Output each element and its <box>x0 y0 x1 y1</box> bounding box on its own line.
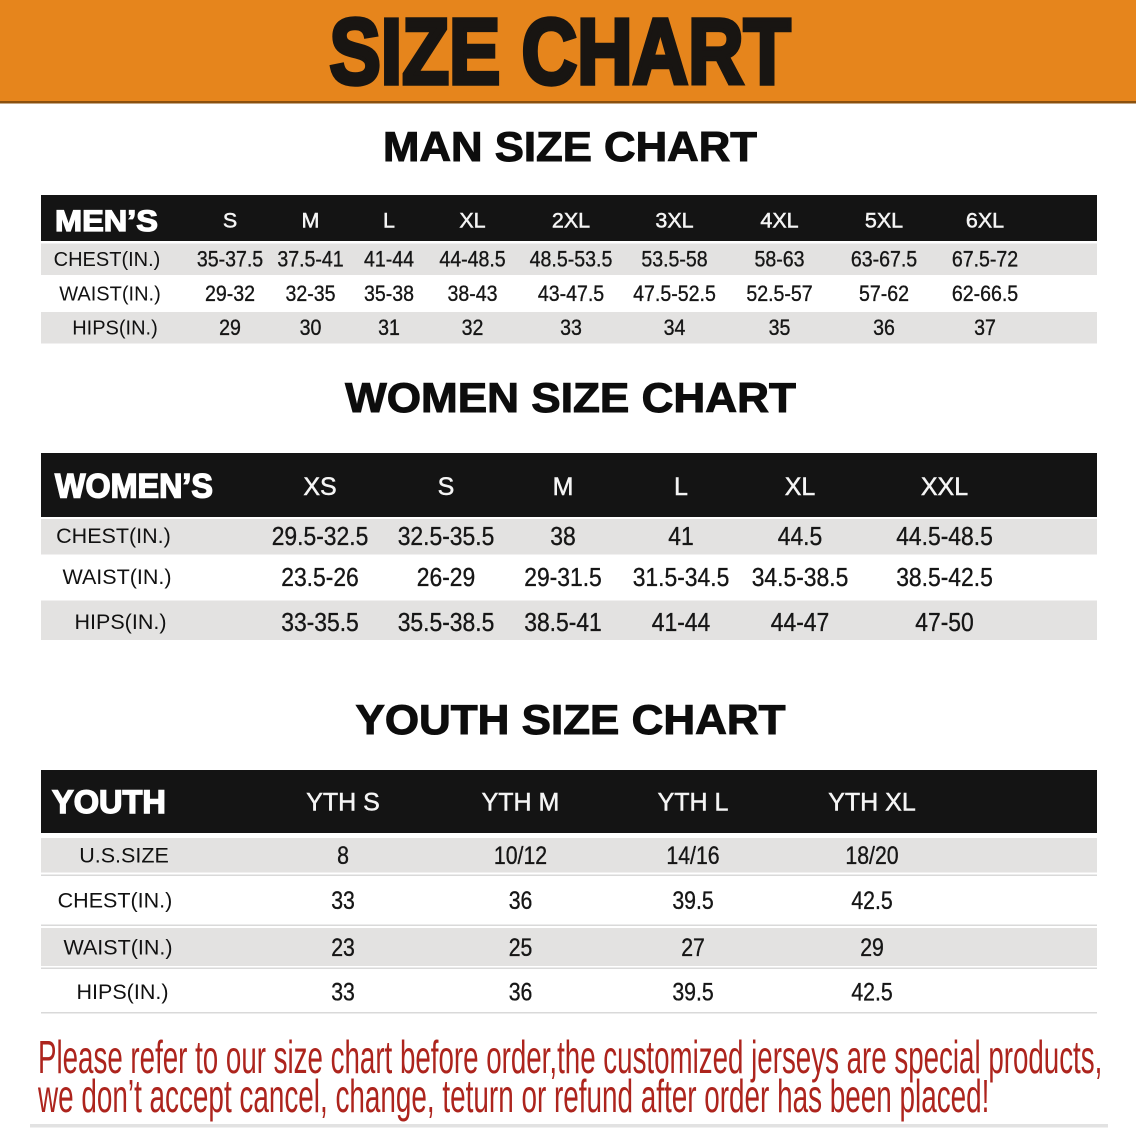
svg-text:42.5: 42.5 <box>851 886 892 914</box>
svg-text:48.5-53.5: 48.5-53.5 <box>530 247 613 271</box>
svg-text:WAIST(IN.): WAIST(IN.) <box>62 565 171 589</box>
svg-text:63-67.5: 63-67.5 <box>851 247 917 271</box>
svg-text:18/20: 18/20 <box>845 841 898 869</box>
svg-text:S: S <box>438 473 455 501</box>
svg-text:3XL: 3XL <box>655 209 693 233</box>
svg-text:33: 33 <box>331 978 355 1006</box>
svg-text:CHEST(IN.): CHEST(IN.) <box>56 524 171 548</box>
svg-text:HIPS(IN.): HIPS(IN.) <box>72 318 158 340</box>
svg-text:23.5-26: 23.5-26 <box>281 564 359 593</box>
svg-text:25: 25 <box>509 933 533 961</box>
svg-text:HIPS(IN.): HIPS(IN.) <box>75 610 167 634</box>
svg-text:29-31.5: 29-31.5 <box>524 564 602 593</box>
svg-text:37.5-41: 37.5-41 <box>277 247 343 271</box>
svg-text:YTH S: YTH S <box>306 789 380 817</box>
svg-text:33-35.5: 33-35.5 <box>281 609 359 638</box>
svg-text:HIPS(IN.): HIPS(IN.) <box>77 980 169 1004</box>
svg-text:6XL: 6XL <box>966 209 1004 233</box>
svg-text:32-35: 32-35 <box>285 282 335 306</box>
svg-text:38: 38 <box>550 523 575 552</box>
svg-text:62-66.5: 62-66.5 <box>952 282 1018 306</box>
svg-text:2XL: 2XL <box>552 209 590 233</box>
svg-text:32.5-35.5: 32.5-35.5 <box>398 523 495 552</box>
svg-text:SIZE CHART: SIZE CHART <box>329 1 790 105</box>
svg-text:we don’t accept cancel, change: we don’t accept cancel, change, teturn o… <box>37 1072 989 1123</box>
svg-text:29.5-32.5: 29.5-32.5 <box>272 523 369 552</box>
svg-text:36: 36 <box>509 886 533 914</box>
svg-text:29: 29 <box>219 316 241 340</box>
svg-text:M: M <box>302 209 320 233</box>
svg-text:38-43: 38-43 <box>447 282 497 306</box>
svg-text:34.5-38.5: 34.5-38.5 <box>752 564 849 593</box>
svg-text:52.5-57: 52.5-57 <box>746 282 812 306</box>
svg-text:29: 29 <box>860 933 884 961</box>
svg-text:MEN’S: MEN’S <box>55 204 158 238</box>
svg-text:31.5-34.5: 31.5-34.5 <box>633 564 730 593</box>
svg-text:58-63: 58-63 <box>754 247 804 271</box>
svg-text:36: 36 <box>873 316 895 340</box>
svg-text:35: 35 <box>769 316 791 340</box>
svg-text:YOUTH: YOUTH <box>52 784 166 820</box>
svg-text:27: 27 <box>681 933 705 961</box>
svg-text:31: 31 <box>378 316 400 340</box>
svg-text:30: 30 <box>300 316 322 340</box>
svg-text:47.5-52.5: 47.5-52.5 <box>633 282 716 306</box>
svg-text:57-62: 57-62 <box>859 282 909 306</box>
svg-text:41-44: 41-44 <box>364 247 414 271</box>
svg-text:14/16: 14/16 <box>666 841 719 869</box>
svg-text:U.S.SIZE: U.S.SIZE <box>79 844 169 868</box>
svg-text:44.5: 44.5 <box>778 523 822 552</box>
svg-text:26-29: 26-29 <box>417 564 475 593</box>
svg-text:WAIST(IN.): WAIST(IN.) <box>59 283 160 305</box>
svg-text:38.5-42.5: 38.5-42.5 <box>896 564 993 593</box>
svg-text:33: 33 <box>560 316 582 340</box>
svg-text:WAIST(IN.): WAIST(IN.) <box>63 936 172 960</box>
svg-text:YTH L: YTH L <box>658 789 729 817</box>
svg-text:Please refer to our size chart: Please refer to our size chart before or… <box>38 1033 1102 1084</box>
svg-text:23: 23 <box>331 933 355 961</box>
svg-text:44-47: 44-47 <box>771 609 829 638</box>
svg-text:44.5-48.5: 44.5-48.5 <box>896 523 993 552</box>
svg-text:35-38: 35-38 <box>364 282 414 306</box>
svg-text:MAN SIZE CHART: MAN SIZE CHART <box>383 124 757 171</box>
svg-text:5XL: 5XL <box>865 209 903 233</box>
svg-text:41-44: 41-44 <box>652 609 710 638</box>
svg-text:8: 8 <box>337 841 349 869</box>
svg-text:S: S <box>223 209 237 233</box>
svg-text:XL: XL <box>785 473 816 501</box>
svg-text:67.5-72: 67.5-72 <box>952 247 1018 271</box>
svg-text:39.5: 39.5 <box>672 886 713 914</box>
svg-text:YTH XL: YTH XL <box>828 789 916 817</box>
svg-text:YTH M: YTH M <box>482 789 560 817</box>
svg-text:4XL: 4XL <box>760 209 798 233</box>
svg-text:CHEST(IN.): CHEST(IN.) <box>58 889 173 913</box>
svg-text:XL: XL <box>459 209 485 233</box>
svg-text:41: 41 <box>668 523 693 552</box>
svg-text:CHEST(IN.): CHEST(IN.) <box>54 249 161 271</box>
svg-text:44-48.5: 44-48.5 <box>439 247 505 271</box>
svg-text:29-32: 29-32 <box>205 282 255 306</box>
svg-text:33: 33 <box>331 886 355 914</box>
svg-text:L: L <box>383 209 395 233</box>
svg-text:10/12: 10/12 <box>494 841 547 869</box>
svg-text:XS: XS <box>303 473 336 501</box>
svg-text:38.5-41: 38.5-41 <box>524 609 602 638</box>
svg-text:39.5: 39.5 <box>672 978 713 1006</box>
svg-text:XXL: XXL <box>921 473 968 501</box>
svg-text:32: 32 <box>462 316 484 340</box>
svg-text:L: L <box>674 473 688 501</box>
svg-text:47-50: 47-50 <box>915 609 973 638</box>
svg-text:36: 36 <box>509 978 533 1006</box>
svg-text:M: M <box>553 473 574 501</box>
svg-text:35.5-38.5: 35.5-38.5 <box>398 609 495 638</box>
svg-text:35-37.5: 35-37.5 <box>197 247 263 271</box>
svg-text:34: 34 <box>664 316 686 340</box>
svg-text:53.5-58: 53.5-58 <box>641 247 707 271</box>
svg-text:WOMEN’S: WOMEN’S <box>55 468 213 506</box>
svg-text:37: 37 <box>974 316 996 340</box>
svg-text:WOMEN SIZE CHART: WOMEN SIZE CHART <box>345 375 796 422</box>
svg-text:YOUTH SIZE CHART: YOUTH SIZE CHART <box>355 697 785 744</box>
svg-text:43-47.5: 43-47.5 <box>538 282 604 306</box>
svg-text:42.5: 42.5 <box>851 978 892 1006</box>
